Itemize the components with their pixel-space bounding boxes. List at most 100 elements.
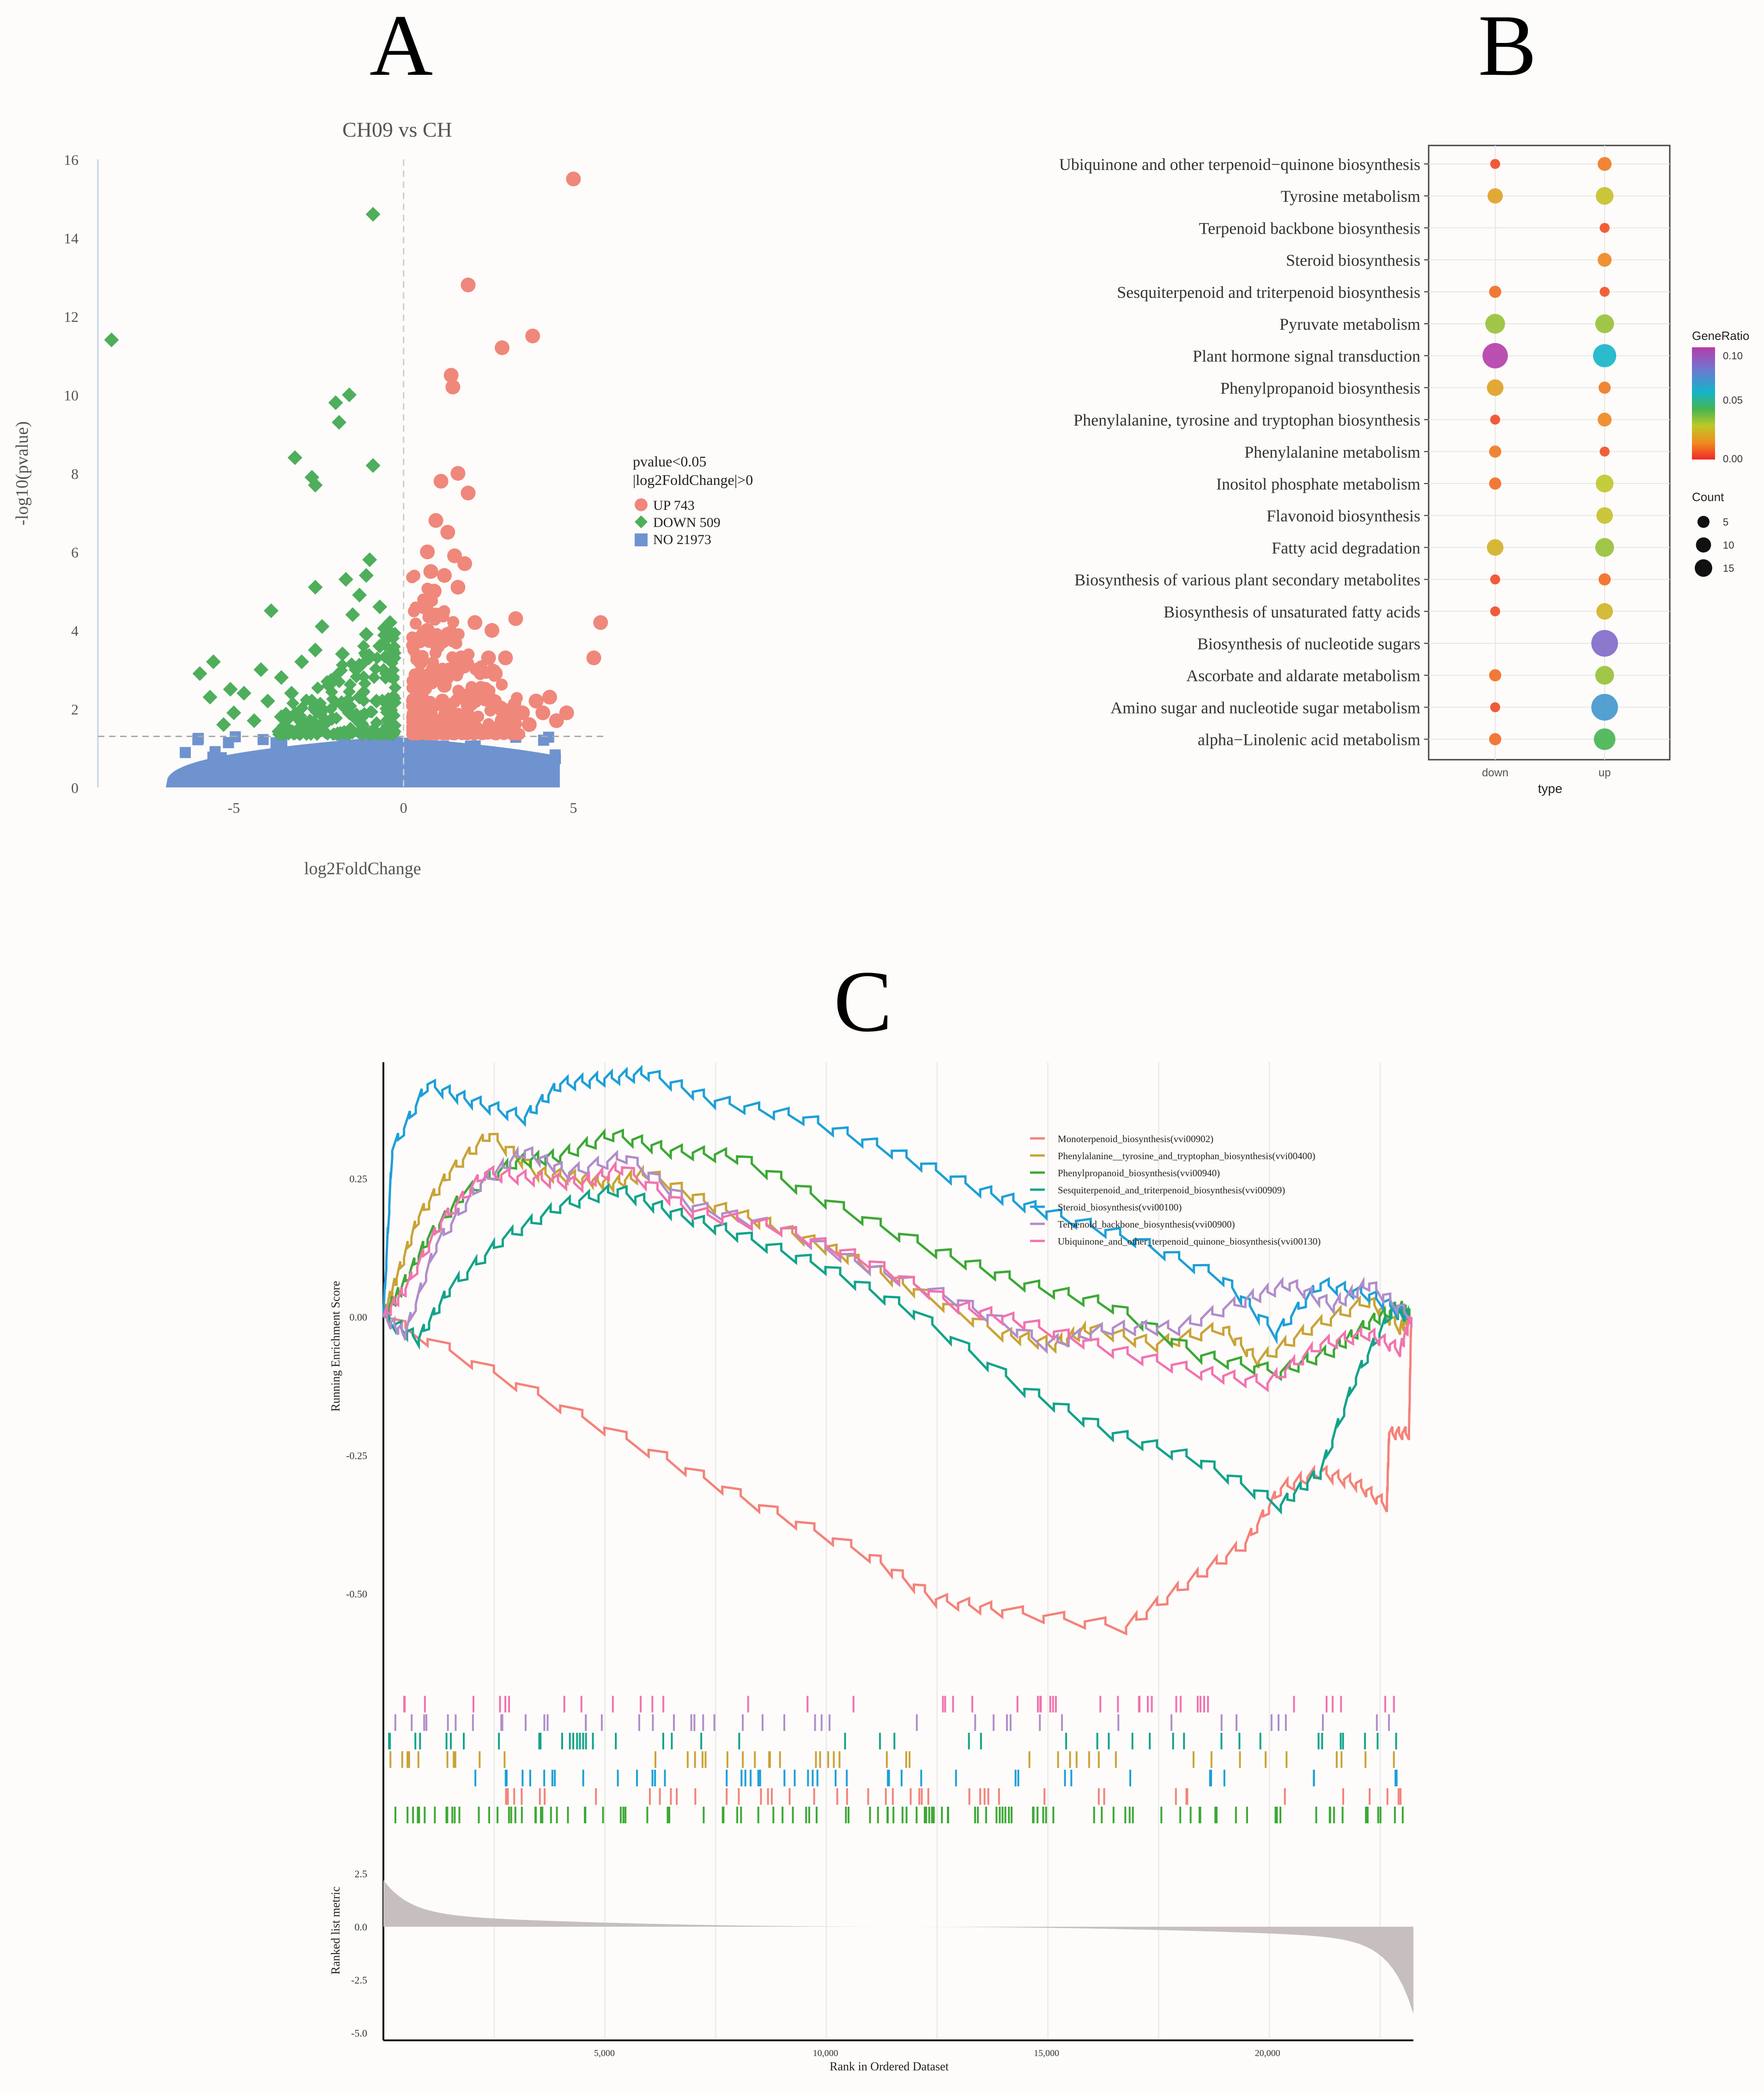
dotplot-pathway-label: Biosynthesis of nucleotide sugars — [1197, 635, 1420, 653]
gsea-x-tick: 15,000 — [1034, 2048, 1059, 2058]
volcano-down-point — [388, 681, 402, 694]
volcano-no-point — [363, 752, 375, 763]
volcano-up-point — [440, 525, 455, 540]
volcano-down-point — [260, 694, 275, 708]
volcano-up-point — [428, 513, 443, 528]
volcano-up-point — [433, 607, 449, 622]
volcano-down-point — [264, 603, 279, 618]
volcano-down-point — [321, 678, 337, 693]
volcano-no-point — [268, 751, 279, 763]
dotplot-point — [1490, 606, 1500, 617]
volcano-up-point — [437, 568, 452, 583]
volcano-down-point — [386, 717, 401, 732]
volcano-up-point — [461, 697, 476, 713]
volcano-down-point — [321, 727, 334, 741]
volcano-up-point — [495, 340, 510, 355]
dotplot-point — [1600, 287, 1610, 297]
dotplot-point — [1487, 539, 1503, 556]
gsea-x-tick: 10,000 — [813, 2048, 838, 2058]
volcano-down-point — [307, 715, 321, 728]
dotplot-pathway-label: Plant hormone signal transduction — [1193, 347, 1420, 365]
dotplot-pathway-label: Flavonoid biosynthesis — [1267, 507, 1420, 525]
volcano-up-point — [549, 713, 564, 728]
volcano-up-point — [450, 637, 462, 649]
volcano-down-point — [358, 627, 374, 642]
dotplot-pathway-label: Steroid biosynthesis — [1286, 251, 1420, 270]
volcano-no-point — [465, 740, 476, 752]
dotplot-point — [1591, 694, 1618, 721]
volcano-up-point — [467, 615, 483, 630]
gsea-legend-label: Phenylalanine__tyrosine_and_tryptophan_b… — [1058, 1150, 1315, 1161]
volcano-x-label: log2FoldChange — [304, 859, 421, 878]
volcano-down-point — [367, 671, 381, 684]
gsea-x-label: Rank in Ordered Dataset — [830, 2060, 949, 2073]
volcano-down-point — [253, 662, 268, 677]
volcano-down-point — [369, 662, 382, 676]
colorbar — [1692, 347, 1715, 460]
volcano-down-point — [276, 720, 290, 733]
gsea-legend-label: Monoterpenoid_biosynthesis(vvi00902) — [1058, 1133, 1213, 1144]
volcano-down-point — [274, 709, 289, 724]
volcano-up-point — [426, 584, 442, 599]
gsea-metric-y-tick: -5.0 — [351, 2027, 367, 2039]
dotplot-point — [1593, 344, 1617, 368]
dotplot-point — [1597, 157, 1612, 171]
volcano-down-point — [365, 458, 381, 473]
dotplot-pathway-label: Phenylalanine, tyrosine and tryptophan b… — [1073, 411, 1420, 429]
size-legend-label: 10 — [1723, 539, 1734, 551]
volcano-down-point — [342, 387, 357, 402]
volcano-up-point — [408, 723, 421, 735]
volcano-up-point — [447, 616, 460, 628]
volcano-up-point — [559, 705, 574, 720]
volcano-down-point — [358, 568, 374, 583]
volcano-x-tick: 0 — [400, 799, 407, 816]
volcano-legend-no-label: NO 21973 — [653, 532, 711, 547]
volcano-down-point — [104, 333, 119, 347]
volcano-up-point — [528, 694, 544, 708]
volcano-up-point — [566, 171, 581, 187]
volcano-y-tick: 0 — [71, 780, 79, 796]
gsea-y-label: Running Enrichment Score — [329, 1281, 342, 1411]
volcano-down-point — [384, 694, 398, 708]
volcano-down-point — [365, 207, 381, 222]
volcano-y-tick: 6 — [71, 544, 79, 561]
gsea-legend-label: Ubiquinone_and_other_terpenoid_quinone_b… — [1058, 1236, 1321, 1247]
dotplot-x-tick-down: down — [1482, 767, 1508, 779]
dotplot-pathway-label: Fatty acid degradation — [1272, 538, 1420, 557]
volcano-x-tick: -5 — [228, 799, 240, 816]
gsea-x-tick: 5,000 — [594, 2048, 615, 2058]
volcano-up-point — [488, 666, 503, 681]
gsea-metric-y-tick: 2.5 — [355, 1868, 368, 1880]
volcano-up-point — [484, 623, 499, 638]
dotplot-point — [1490, 159, 1500, 169]
volcano-no-point — [344, 746, 355, 757]
volcano-down-point — [206, 654, 221, 669]
gsea-x-tick: 20,000 — [1255, 2048, 1280, 2058]
volcano-up-point — [593, 615, 608, 630]
volcano-down-point — [318, 713, 333, 728]
volcano-no-point — [383, 749, 394, 761]
volcano-down-point — [294, 709, 307, 723]
colorbar-tick-label: 0.00 — [1723, 453, 1743, 465]
volcano-up-point — [542, 690, 557, 705]
dotplot-point — [1595, 474, 1614, 493]
volcano-down-point — [357, 640, 370, 653]
volcano-up-point — [447, 709, 462, 724]
volcano-down-point — [311, 681, 324, 695]
volcano-no-point — [216, 752, 227, 763]
volcano-title: CH09 vs CH — [342, 118, 452, 141]
volcano-down-point — [344, 726, 358, 739]
volcano-down-point — [335, 664, 348, 677]
volcano-no-point — [193, 732, 204, 744]
volcano-down-point — [345, 607, 360, 622]
volcano-up-point — [521, 717, 537, 732]
dotplot-point — [1597, 253, 1612, 267]
volcano-up-point — [408, 668, 421, 681]
volcano-up-point — [423, 666, 438, 681]
volcano-up-point — [443, 368, 459, 383]
volcano-down-point — [352, 690, 367, 705]
gsea-es-curve — [382, 1132, 1412, 1368]
volcano-legend-up-swatch — [635, 498, 648, 511]
dotplot-point — [1600, 223, 1610, 233]
gsea-y-tick: 0.00 — [350, 1312, 368, 1323]
